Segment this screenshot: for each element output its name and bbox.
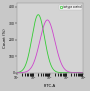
Y-axis label: Count (%): Count (%)	[4, 28, 7, 48]
Legend: isotype control: isotype control	[59, 5, 82, 10]
X-axis label: FITC-A: FITC-A	[44, 84, 56, 88]
